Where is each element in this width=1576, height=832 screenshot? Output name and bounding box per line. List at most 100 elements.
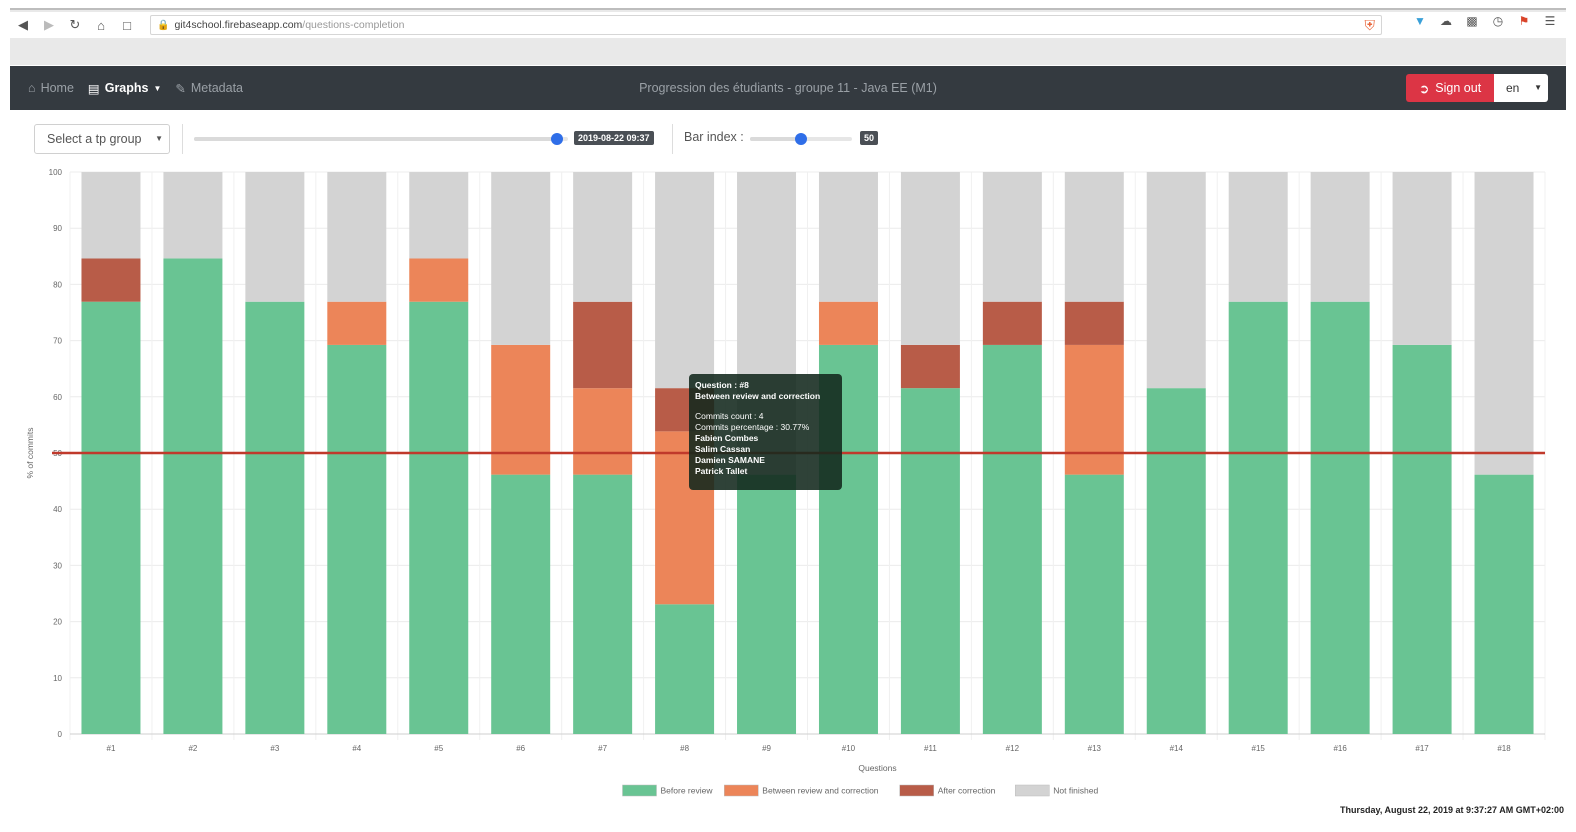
graph-controls: Select a tp group ▼ 2019-08-22 09:37 Bar… <box>34 122 1554 156</box>
browser-toolbar: ◀ ▶ ↻ ⌂ □ 🔒 git4school.firebaseapp.com/q… <box>10 12 1566 38</box>
date-slider[interactable] <box>194 133 568 145</box>
nav-graphs[interactable]: ▤ Graphs ▼ <box>88 81 162 96</box>
bar-index-badge: 50 <box>860 131 879 145</box>
bar-segment <box>1064 344 1124 475</box>
chevron-down-icon: ▼ <box>153 83 162 93</box>
bar-segment <box>81 172 141 259</box>
language-select[interactable]: en ▼ <box>1494 74 1548 102</box>
x-tick-label: #1 <box>107 744 116 753</box>
bar-segment <box>327 172 387 302</box>
date-value-badge: 2019-08-22 09:37 <box>574 131 654 145</box>
date-slider-handle[interactable] <box>550 133 563 145</box>
back-icon[interactable]: ◀ <box>18 17 28 32</box>
legend-label: Not finished <box>1053 786 1098 796</box>
shield-icon[interactable]: ⛨ <box>1364 17 1376 33</box>
x-axis-title: Questions <box>858 763 896 773</box>
lock-icon: 🔒 <box>157 19 170 31</box>
bar-segment <box>1064 301 1124 345</box>
bar-segment <box>163 172 223 259</box>
bar-segment <box>327 344 387 734</box>
bar-segment <box>982 344 1042 734</box>
legend-swatch <box>1015 784 1050 797</box>
bar-segment <box>573 172 633 302</box>
legend-label: After correction <box>938 786 996 796</box>
x-tick-label: #10 <box>842 744 856 753</box>
bar-segment <box>409 258 469 302</box>
tooltip-title: Question : #8 <box>695 380 749 390</box>
x-tick-label: #12 <box>1006 744 1020 753</box>
bar-segment <box>327 301 387 345</box>
y-tick-label: 90 <box>53 224 62 233</box>
tooltip-student: Damien SAMANE <box>695 455 765 465</box>
y-tick-label: 10 <box>53 674 62 683</box>
extension-icons: ▼ ☁ ▩ ◷ ⚑ ☰ <box>1412 14 1558 28</box>
bar-segment <box>245 172 305 302</box>
extension-clock-icon[interactable]: ◷ <box>1492 14 1504 28</box>
y-tick-label: 20 <box>53 618 62 627</box>
y-axis-title: % of commits <box>25 427 35 478</box>
tp-group-select[interactable]: Select a tp group ▼ <box>34 124 170 154</box>
y-tick-label: 0 <box>58 730 63 739</box>
bar-segment <box>1392 344 1452 734</box>
x-tick-label: #3 <box>270 744 279 753</box>
x-tick-label: #5 <box>434 744 443 753</box>
nav-home[interactable]: ⌂ Home <box>28 81 74 95</box>
nav-home-label: Home <box>40 81 74 95</box>
legend-label: Between review and correction <box>762 786 879 796</box>
legend-swatch <box>899 784 934 797</box>
home-browser-icon[interactable]: ⌂ <box>97 17 105 33</box>
extension-cloud-icon[interactable]: ☁ <box>1440 14 1452 28</box>
x-tick-label: #7 <box>598 744 607 753</box>
bar-segment <box>900 172 960 345</box>
sign-out-button[interactable]: ➲ Sign out <box>1406 74 1494 102</box>
bar-index-slider[interactable] <box>750 133 852 145</box>
bar-segment <box>491 344 551 475</box>
bar-segment <box>1474 172 1534 475</box>
bar-segment <box>81 301 141 734</box>
nav-metadata[interactable]: ✎ Metadata <box>175 81 243 96</box>
url-host: git4school.firebaseapp.com <box>174 19 303 31</box>
reload-icon[interactable]: ↻ <box>69 17 81 32</box>
bookmark-icon[interactable]: □ <box>123 17 131 33</box>
home-icon: ⌂ <box>28 81 36 95</box>
chevron-down-icon: ▼ <box>1534 83 1542 92</box>
bar-segment <box>655 604 715 734</box>
extension-flag-icon[interactable]: ⚑ <box>1518 14 1530 28</box>
tooltip-student: Patrick Tallet <box>695 466 748 476</box>
bar-segment <box>1064 474 1124 734</box>
bar-segment <box>655 172 715 389</box>
divider <box>182 124 183 154</box>
x-tick-label: #8 <box>680 744 689 753</box>
y-tick-label: 40 <box>53 505 62 514</box>
forward-icon[interactable]: ▶ <box>44 17 54 32</box>
legend-swatch <box>622 784 657 797</box>
divider <box>672 124 673 154</box>
tooltip-student: Salim Cassan <box>695 444 751 454</box>
legend-label: Before review <box>661 786 714 796</box>
bar-segment <box>1146 388 1206 734</box>
x-tick-label: #16 <box>1333 744 1347 753</box>
bar-segment <box>409 301 469 734</box>
bar-index-slider-handle[interactable] <box>795 133 807 145</box>
extension-puzzle-icon[interactable]: ▩ <box>1466 14 1478 28</box>
extension-filter-icon[interactable]: ▼ <box>1414 14 1426 28</box>
x-tick-label: #2 <box>188 744 197 753</box>
bar-segment <box>573 301 633 389</box>
bar-segment <box>491 172 551 345</box>
address-bar[interactable]: 🔒 git4school.firebaseapp.com/questions-c… <box>150 15 1382 35</box>
menu-icon[interactable]: ☰ <box>1544 14 1556 28</box>
tooltip-student: Fabien Combes <box>695 433 759 443</box>
y-tick-label: 70 <box>53 337 62 346</box>
x-tick-label: #15 <box>1252 744 1266 753</box>
chart-tooltip: Question : #8 Between review and correct… <box>689 374 842 490</box>
x-tick-label: #13 <box>1088 744 1102 753</box>
bar-segment <box>1392 172 1452 345</box>
date-slider-fill <box>194 137 557 141</box>
y-tick-label: 100 <box>49 168 63 177</box>
edit-icon: ✎ <box>175 81 186 96</box>
page-title: Progression des étudiants - groupe 11 - … <box>639 81 937 95</box>
bar-segment <box>737 474 797 734</box>
bar-segment <box>1228 172 1288 302</box>
browser-chrome: ◀ ▶ ↻ ⌂ □ 🔒 git4school.firebaseapp.com/q… <box>10 8 1566 65</box>
bar-segment <box>818 301 878 345</box>
